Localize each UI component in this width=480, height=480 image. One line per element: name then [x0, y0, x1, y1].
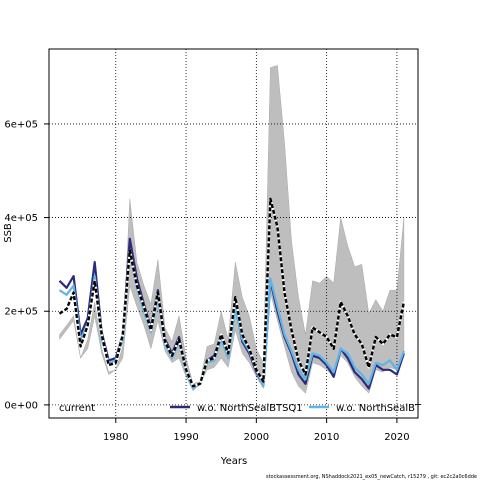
x-axis-title: Years [220, 456, 247, 467]
x-tick-label-2020: 2020 [384, 432, 409, 443]
x-tick-label-1980: 1980 [103, 432, 128, 443]
x-tick-label-2000: 2000 [244, 432, 269, 443]
x-tick-label-2010: 2010 [314, 432, 339, 443]
y-tick-label-0: 0e+00 [4, 400, 38, 411]
x-tick-label-1990: 1990 [173, 432, 198, 443]
legend-label-wo-northsealbt: w.o. NorthSealBT [336, 403, 422, 414]
y-tick-label-1: 2e+05 [4, 307, 38, 318]
y-tick-label-2: 4e+05 [4, 213, 38, 224]
y-axis-title: SSB [3, 223, 14, 243]
legend-label-wo-northsealbtsq1: w.o. NorthSealBTSQ1 [197, 403, 303, 414]
plot-frame [48, 48, 419, 419]
legend: current w.o. NorthSealBTSQ1 w.o. NorthSeal… [59, 403, 422, 414]
series-line-current [58, 197, 406, 388]
legend-label-current: current [59, 403, 95, 414]
x-axis: 1980 1990 2000 2010 2020 [103, 418, 410, 443]
footnote: stockassessment.org, NShaddock2021_ex05_… [266, 474, 477, 480]
y-axis: 0e+00 2e+05 4e+05 6e+05 [4, 119, 49, 411]
y-tick-label-3: 6e+05 [4, 119, 38, 130]
series-lines [58, 197, 406, 390]
